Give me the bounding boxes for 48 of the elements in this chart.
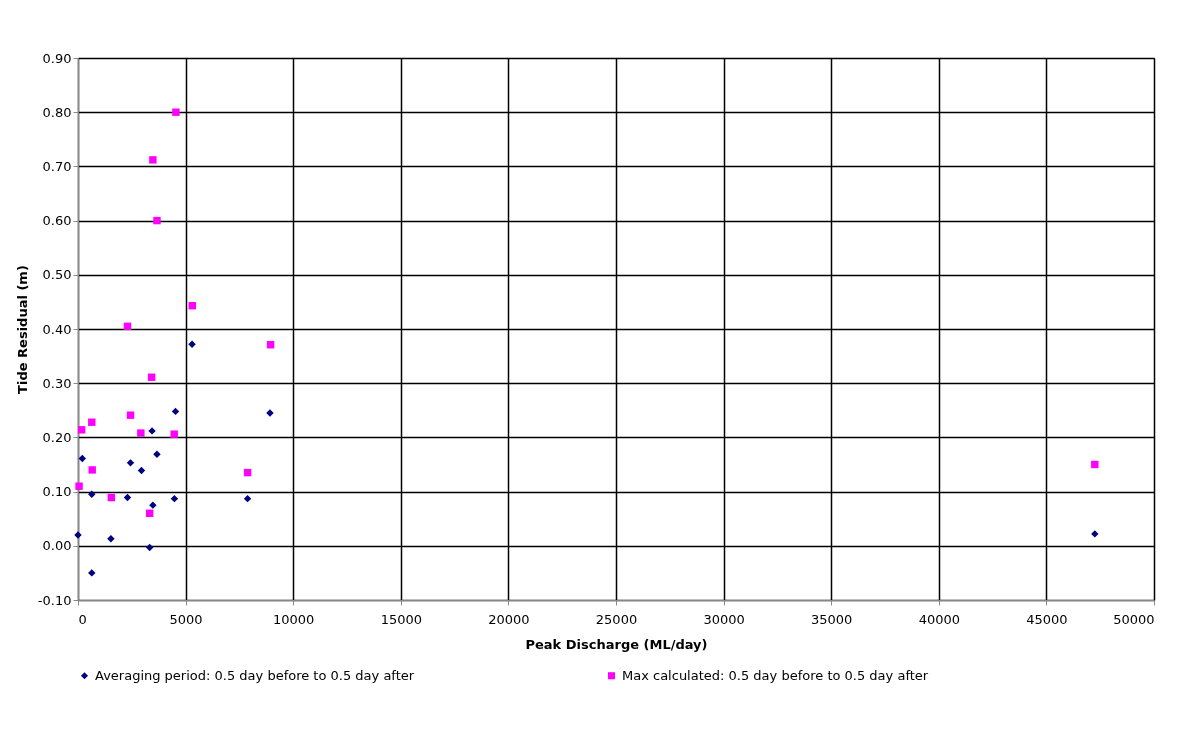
x-tick-label: 35000 [811, 611, 853, 627]
point [126, 459, 135, 467]
y-tick-label: 0.70 [42, 158, 72, 174]
point [126, 411, 135, 419]
x-tick-label: 15000 [380, 611, 422, 627]
y-tick-label: 0.20 [42, 429, 72, 445]
x-tick-label: 25000 [595, 611, 638, 627]
x-tick-label: 45000 [1026, 611, 1068, 627]
point [170, 430, 178, 438]
x-tick-label: 0 [78, 611, 87, 627]
point [1091, 460, 1099, 469]
x-tick-label: 10000 [273, 611, 315, 627]
legend-label: Max calculated: 0.5 day before to 0.5 day after [622, 667, 929, 683]
point [171, 407, 180, 416]
x-tick-label: 40000 [918, 611, 960, 627]
x-tick-label: 50000 [1113, 611, 1155, 627]
point [170, 494, 179, 503]
point [1091, 530, 1099, 538]
point [88, 490, 96, 499]
point [149, 156, 157, 164]
y-tick-label: -0.10 [37, 592, 72, 608]
y-tick-label: 0.30 [42, 375, 72, 391]
point [78, 454, 87, 463]
y-tick-label: 0.60 [42, 213, 72, 229]
y-tick-label: 0.00 [42, 538, 72, 554]
x-axis-title: Peak Discharge (ML/day) [525, 636, 708, 652]
point [75, 482, 83, 490]
legend-label: Averaging period: 0.5 day before to 0.5 day after [95, 667, 415, 683]
y-tick-label: 0.40 [42, 321, 72, 337]
y-tick-label: 0.80 [42, 104, 72, 120]
point [123, 493, 132, 502]
x-tick-label: 20000 [488, 611, 530, 627]
x-tick-label: 30000 [703, 611, 745, 627]
y-tick-label: 0.50 [42, 267, 72, 283]
point [88, 466, 96, 474]
point [172, 108, 180, 116]
point [77, 426, 86, 434]
point [153, 216, 161, 225]
y-axis-title: Tide Residual (m) [14, 265, 30, 394]
point [145, 543, 154, 552]
y-tick-label: 0.10 [42, 484, 72, 500]
point [107, 535, 115, 543]
x-tick-label: 5000 [169, 611, 203, 627]
point [137, 466, 146, 475]
y-tick-label: 0.90 [42, 50, 72, 66]
point [88, 569, 96, 577]
point [243, 494, 252, 503]
point [137, 429, 145, 437]
